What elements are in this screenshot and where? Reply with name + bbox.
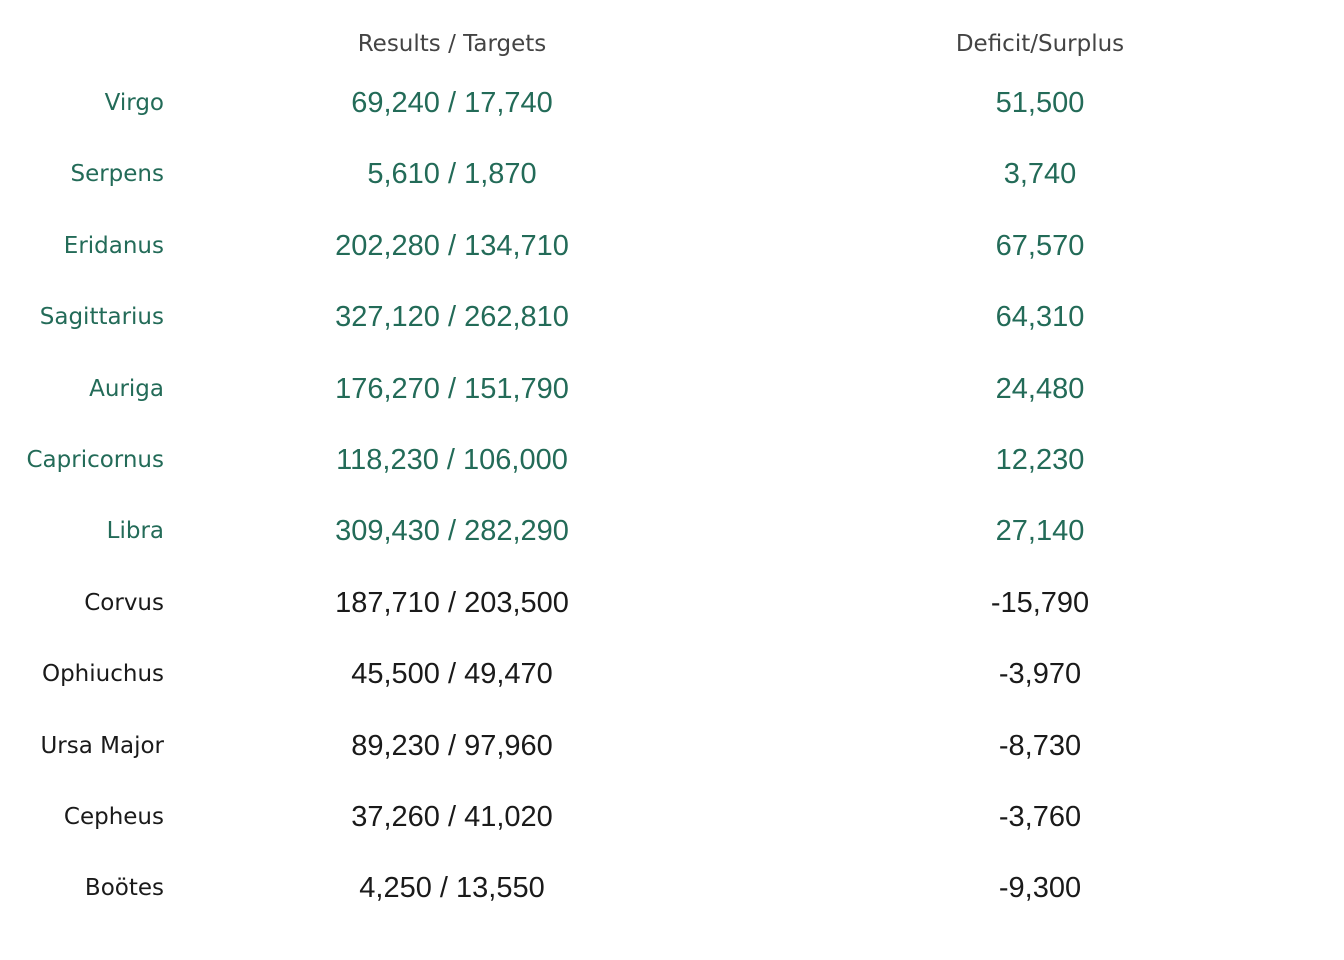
deficit-surplus-value: -3,970	[998, 658, 1082, 690]
results-targets-value: 327,120 / 262,810	[335, 301, 569, 333]
results-targets-value: 69,240 / 17,740	[351, 87, 553, 119]
deficit-surplus-value: -9,300	[998, 872, 1082, 904]
constellation-name: Sagittarius	[39, 304, 164, 330]
results-targets-value: 37,260 / 41,020	[351, 801, 553, 833]
constellation-name: Corvus	[84, 590, 164, 616]
constellation-name: Virgo	[104, 90, 164, 116]
deficit-surplus-value: 24,480	[995, 373, 1085, 405]
constellation-name: Ursa Major	[40, 733, 164, 759]
deficit-surplus-value: 67,570	[995, 230, 1085, 262]
constellation-name: Boötes	[84, 875, 164, 901]
table-row: Ophiuchus 45,500 / 49,470 -3,970	[0, 654, 1344, 694]
deficit-surplus-value: 12,230	[995, 444, 1085, 476]
table-row: Capricornus 118,230 / 106,000 12,230	[0, 440, 1344, 480]
results-targets-value: 187,710 / 203,500	[335, 587, 569, 619]
table-row: Boötes 4,250 / 13,550 -9,300	[0, 868, 1344, 908]
table-row: Virgo 69,240 / 17,740 51,500	[0, 83, 1344, 123]
results-targets-value: 5,610 / 1,870	[367, 158, 537, 190]
table-row: Libra 309,430 / 282,290 27,140	[0, 511, 1344, 551]
deficit-surplus-value: -15,790	[990, 587, 1090, 619]
results-targets-value: 176,270 / 151,790	[335, 373, 569, 405]
deficit-surplus-value: 27,140	[995, 515, 1085, 547]
deficit-surplus-value: 64,310	[995, 301, 1085, 333]
constellation-name: Serpens	[70, 161, 164, 187]
table-row: Ursa Major 89,230 / 97,960 -8,730	[0, 726, 1344, 766]
table-row: Eridanus 202,280 / 134,710 67,570	[0, 226, 1344, 266]
results-targets-header: Results / Targets	[357, 31, 547, 57]
constellation-name: Libra	[106, 518, 164, 544]
constellation-name: Auriga	[89, 376, 164, 402]
deficit-surplus-value: 51,500	[995, 87, 1085, 119]
results-targets-value: 309,430 / 282,290	[335, 515, 569, 547]
constellation-name: Cepheus	[63, 804, 164, 830]
constellation-name: Eridanus	[63, 233, 164, 259]
table-row: Auriga 176,270 / 151,790 24,480	[0, 369, 1344, 409]
results-targets-value: 118,230 / 106,000	[336, 444, 568, 476]
table-row: Cepheus 37,260 / 41,020 -3,760	[0, 797, 1344, 837]
deficit-surplus-value: -3,760	[998, 801, 1082, 833]
results-targets-value: 4,250 / 13,550	[359, 872, 545, 904]
table-row: Sagittarius 327,120 / 262,810 64,310	[0, 297, 1344, 337]
deficit-surplus-value: 3,740	[1003, 158, 1077, 190]
results-targets-value: 45,500 / 49,470	[351, 658, 553, 690]
constellation-name: Ophiuchus	[41, 661, 164, 687]
deficit-surplus-value: -8,730	[998, 730, 1082, 762]
constellation-name: Capricornus	[26, 447, 164, 473]
deficit-surplus-header: Deficit/Surplus	[955, 31, 1125, 57]
table-row: Corvus 187,710 / 203,500 -15,790	[0, 583, 1344, 623]
results-targets-value: 89,230 / 97,960	[351, 730, 553, 762]
table-row: Serpens 5,610 / 1,870 3,740	[0, 154, 1344, 194]
results-targets-value: 202,280 / 134,710	[335, 230, 569, 262]
